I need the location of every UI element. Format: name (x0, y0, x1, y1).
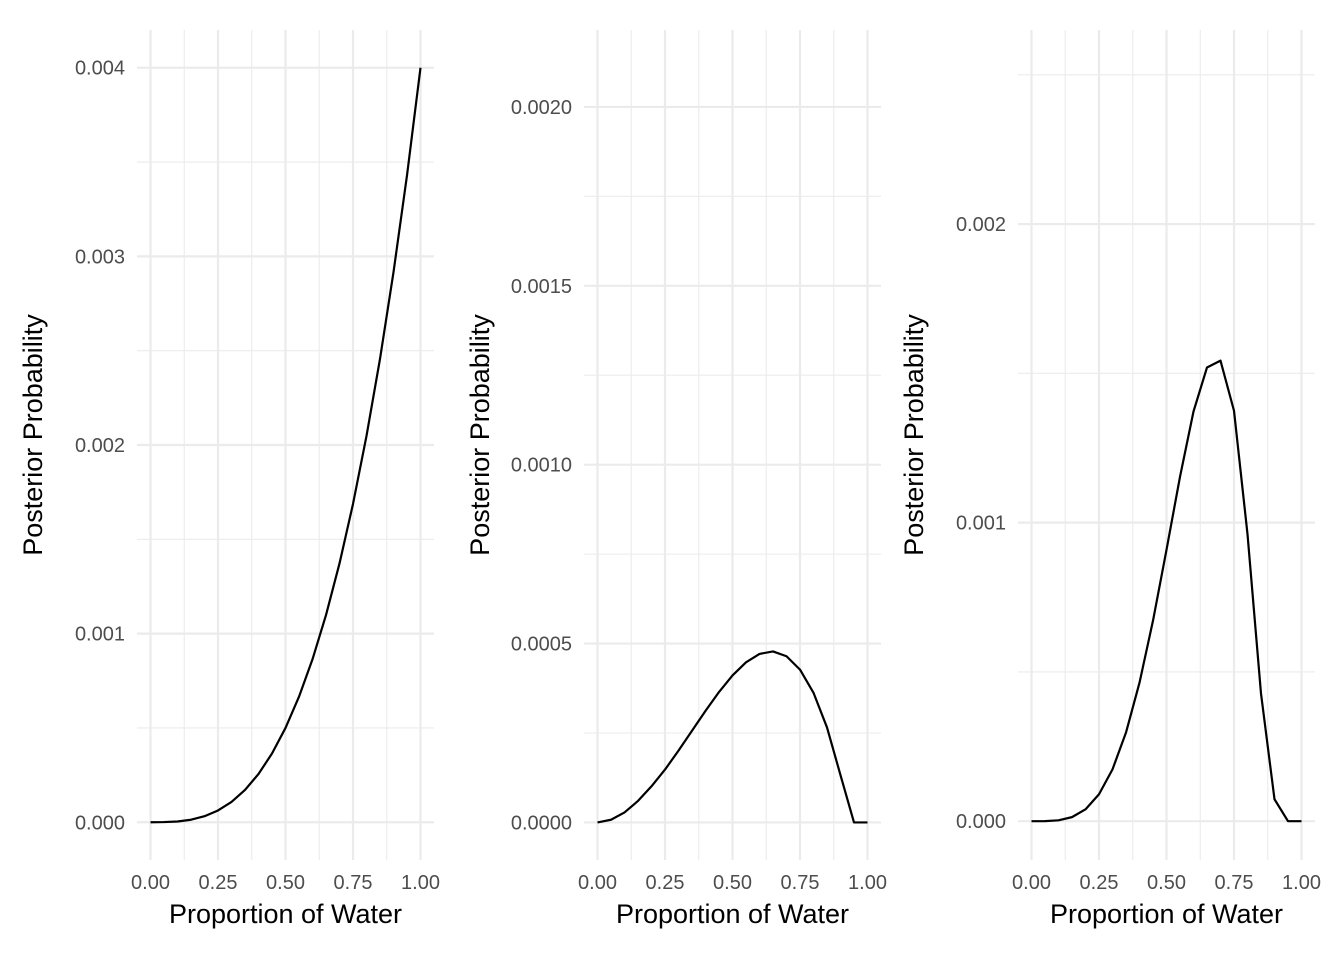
chart-panel-3: 0.00 0.25 0.50 0.75 1.00 0.000 0.001 0.002 Propo… (899, 30, 1321, 929)
y-tick-label: 0.000 (956, 811, 1006, 833)
x-tick-label: 1.00 (848, 872, 887, 894)
y-tick-label: 0.004 (75, 58, 125, 80)
y-tick-label: 0.0015 (511, 276, 572, 298)
x-axis-title: Proportion of Water (169, 899, 402, 929)
y-axis-title: Posterior Probability (465, 314, 495, 556)
y-axis-title: Posterior Probability (899, 314, 929, 556)
x-tick-label: 0.50 (266, 872, 305, 894)
x-tick-label: 0.00 (578, 872, 617, 894)
x-tick-label: 0.25 (1080, 872, 1119, 894)
y-tick-label: 0.001 (956, 513, 1006, 535)
x-tick-label: 0.75 (781, 872, 820, 894)
y-tick-label: 0.003 (75, 246, 125, 268)
x-axis-title: Proportion of Water (616, 899, 849, 929)
x-tick-label: 0.25 (646, 872, 685, 894)
y-tick-label: 0.002 (956, 214, 1006, 236)
x-tick-label: 1.00 (1282, 872, 1321, 894)
x-tick-label: 0.25 (199, 872, 238, 894)
y-axis-title: Posterior Probability (18, 314, 48, 556)
chart-panel-2: 0.00 0.25 0.50 0.75 1.00 0.0000 0.0005 0.0010 0.… (465, 30, 887, 929)
y-tick-label: 0.001 (75, 624, 125, 646)
y-tick-label: 0.0020 (511, 97, 572, 119)
series-line (1031, 359, 1302, 823)
x-tick-label: 0.75 (1215, 872, 1254, 894)
x-tick-label: 0.00 (131, 872, 170, 894)
x-tick-label: 0.75 (334, 872, 373, 894)
x-tick-label: 0.00 (1012, 872, 1051, 894)
series-line (150, 67, 422, 824)
y-tick-label: 0.0005 (511, 634, 572, 656)
series-line (597, 650, 868, 824)
x-tick-label: 0.50 (713, 872, 752, 894)
y-tick-label: 0.0000 (511, 812, 572, 834)
y-tick-label: 0.000 (75, 812, 125, 834)
y-tick-label: 0.002 (75, 435, 125, 457)
x-tick-label: 1.00 (401, 872, 440, 894)
x-tick-label: 0.50 (1147, 872, 1186, 894)
chart-panel-1: 0.00 0.25 0.50 0.75 1.00 0.000 0.001 0.002 0.003… (18, 30, 440, 929)
x-axis-title: Proportion of Water (1050, 899, 1283, 929)
y-tick-label: 0.0010 (511, 455, 572, 477)
